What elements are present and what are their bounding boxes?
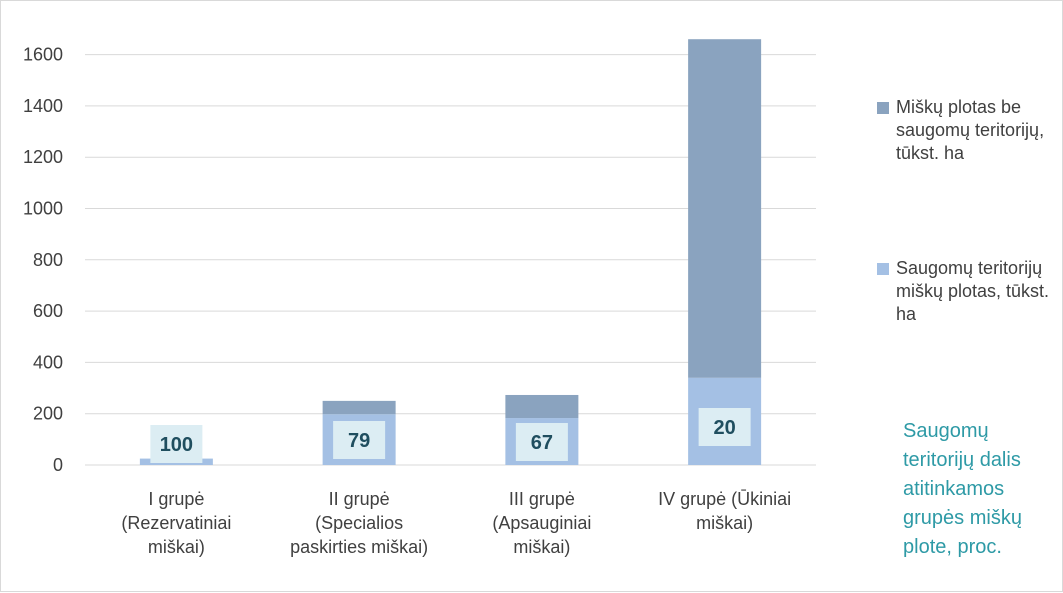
- x-tick-label: IV grupė (Ūkiniai miškai): [635, 487, 815, 535]
- bar-non-protected: [688, 39, 762, 378]
- data-label: 100: [160, 434, 193, 456]
- x-tick-label-line: miškai): [696, 513, 754, 533]
- legend-label-non-protected: Miškų plotas be saugomų teritorijų, tūks…: [896, 97, 1045, 163]
- bar-non-protected: [505, 394, 579, 419]
- y-tick-label: 400: [33, 352, 63, 372]
- x-tick-label: I grupė (Rezervatiniai miškai): [86, 487, 266, 559]
- annotation-text: Saugomų teritorijų dalis atitinkamos gru…: [903, 420, 1022, 558]
- y-tick-label: 800: [33, 250, 63, 270]
- x-tick-label-line: II grupė: [328, 489, 390, 509]
- x-tick-label-line: III grupė: [508, 489, 575, 509]
- legend-label-protected: Saugomų teritorijų miškų plotas, tūkst. …: [896, 258, 1050, 324]
- data-label: 79: [348, 430, 370, 452]
- x-tick-label: III grupė (Apsauginiai miškai): [452, 487, 632, 559]
- y-tick-label: 0: [53, 455, 63, 475]
- y-tick-label: 200: [33, 404, 63, 424]
- legend-item-protected: Saugomų teritorijų miškų plotas, tūkst. …: [877, 257, 1063, 326]
- y-tick-label: 1000: [23, 199, 63, 219]
- x-tick-label-line: paskirties miškai): [290, 537, 429, 557]
- data-label-box: [698, 408, 751, 446]
- x-tick-label-line: (Apsauginiai: [492, 513, 592, 533]
- y-tick-label: 1600: [23, 45, 63, 65]
- legend-item-non-protected: Miškų plotas be saugomų teritorijų, tūks…: [877, 96, 1063, 165]
- x-tick-label-line: (Specialios: [315, 513, 404, 533]
- legend-swatch-non-protected: [877, 102, 889, 114]
- x-tick-label-line: I grupė: [148, 489, 205, 509]
- x-tick-label-line: IV grupė (Ūkiniai: [658, 489, 792, 509]
- x-tick-label-line: (Rezervatiniai: [121, 513, 232, 533]
- x-tick-label-line: miškai): [513, 537, 571, 557]
- data-label: 20: [714, 417, 736, 439]
- data-label: 67: [531, 432, 553, 454]
- legend-swatch-protected: [877, 263, 889, 275]
- y-tick-label: 1400: [23, 96, 63, 116]
- x-tick-label: II grupė (Specialios paskirties miškai): [269, 487, 449, 559]
- data-label-box: [150, 425, 203, 463]
- x-tick-label-line: miškai): [147, 537, 205, 557]
- y-tick-label: 600: [33, 301, 63, 321]
- data-label-box: [515, 423, 568, 461]
- data-label-box: [333, 421, 386, 459]
- y-tick-label: 1200: [23, 147, 63, 167]
- bar-non-protected: [322, 400, 396, 415]
